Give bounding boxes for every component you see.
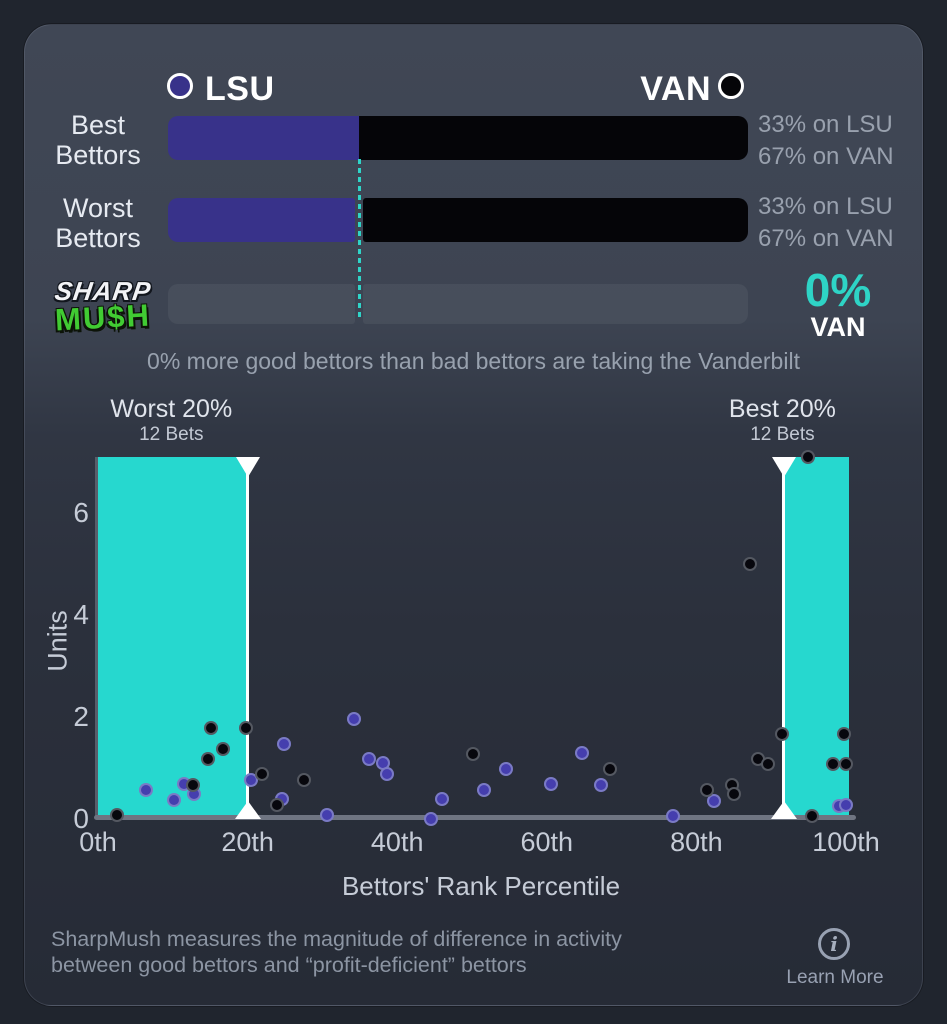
data-point-lsu-9	[361, 751, 376, 766]
data-point-van-0	[109, 807, 124, 822]
bettor-rank-scatter-chart: Units Bettors' Rank Percentile Worst 20%…	[41, 387, 907, 907]
data-point-van-13	[726, 787, 741, 801]
data-point-lsu-14	[476, 782, 491, 797]
x-tick-0th: 0th	[79, 827, 117, 857]
data-point-lsu-18	[594, 777, 609, 792]
data-point-lsu-11	[380, 767, 395, 782]
x-tick-100th: 100th	[812, 827, 880, 857]
data-point-lsu-8	[346, 712, 361, 727]
boundary-bottom-marker-0	[234, 801, 261, 819]
y-tick-2: 2	[73, 701, 89, 732]
data-point-lsu-15	[498, 762, 513, 777]
data-point-van-2	[200, 751, 215, 766]
learn-more-link[interactable]: Learn More	[786, 967, 884, 988]
worst-bettors-label: Worst Bettors	[55, 193, 141, 253]
data-point-van-16	[761, 756, 776, 771]
worst-bettors-stats: 33% on LSU 67% on VAN	[758, 193, 894, 252]
data-point-van-21	[836, 726, 851, 741]
worst-bar-lsu-segment	[168, 198, 355, 242]
best-bettors-label: Best Bettors	[55, 110, 141, 170]
x-axis-line	[94, 815, 856, 820]
van-legend-icon	[718, 73, 744, 99]
data-point-lsu-16	[543, 776, 558, 791]
boundary-line-1	[782, 457, 786, 819]
mush-score-bar	[168, 284, 748, 324]
footer-description: SharpMush measures the magnitude of diff…	[51, 927, 622, 977]
x-axis-title: Bettors' Rank Percentile	[341, 871, 621, 901]
mush-score-value: 0%	[804, 264, 872, 316]
sharpmush-logo-mush: MU$H	[54, 297, 152, 338]
band-subtitle-worst: 12 Bets	[139, 424, 204, 445]
x-tick-80th: 80th	[670, 827, 723, 857]
data-point-van-9	[466, 747, 481, 762]
data-point-lsu-19	[666, 808, 681, 823]
data-point-lsu-0	[138, 782, 153, 797]
data-point-lsu-22	[839, 798, 853, 813]
band-title-best: Best 20%	[728, 395, 836, 423]
data-point-van-10	[603, 762, 618, 777]
data-point-lsu-13	[435, 792, 450, 807]
y-tick-0: 0	[73, 803, 89, 834]
best-bar-van-segment	[359, 116, 748, 160]
y-tick-4: 4	[73, 599, 89, 630]
data-point-lsu-12	[423, 812, 438, 826]
data-point-van-1	[185, 777, 200, 792]
data-point-van-18	[800, 449, 815, 464]
info-icon[interactable]: i	[818, 928, 850, 960]
data-point-lsu-20	[706, 794, 721, 809]
data-point-van-22	[839, 756, 853, 771]
data-point-lsu-7	[319, 807, 334, 822]
best-bar-lsu-segment	[168, 116, 359, 160]
data-point-van-17	[775, 726, 790, 741]
band-title-worst: Worst 20%	[110, 395, 233, 423]
data-point-van-8	[296, 773, 311, 788]
mush-bar-left-segment	[168, 284, 355, 324]
data-point-van-19	[804, 808, 819, 823]
data-point-van-4	[215, 742, 230, 757]
y-tick-6: 6	[73, 497, 89, 528]
lsu-legend-label: LSU	[205, 70, 275, 108]
lsu-legend-icon	[167, 73, 193, 99]
data-point-van-3	[203, 721, 218, 736]
data-point-van-6	[254, 767, 269, 782]
data-point-van-11	[699, 782, 714, 797]
data-point-lsu-17	[574, 746, 589, 761]
mush-score-team: VAN	[810, 312, 866, 342]
boundary-top-marker-1	[771, 457, 796, 477]
boundary-top-marker-0	[235, 457, 260, 477]
van-legend-label: VAN	[640, 70, 711, 108]
highlight-band-worst	[98, 457, 248, 819]
sharpmush-card: LSU VAN Best Bettors 33% on LSU 67% on V…	[24, 24, 923, 1006]
x-tick-20th: 20th	[221, 827, 274, 857]
boundary-bottom-marker-1	[770, 801, 797, 819]
data-point-van-5	[239, 721, 254, 736]
x-tick-60th: 60th	[520, 827, 574, 857]
data-point-van-20	[825, 756, 840, 771]
summary-caption: 0% more good bettors than bad bettors ar…	[147, 348, 800, 374]
data-point-van-7	[269, 798, 284, 813]
data-point-lsu-4	[243, 773, 258, 788]
data-point-van-14	[743, 557, 758, 571]
mush-bar-right-segment	[363, 284, 748, 324]
boundary-line-0	[246, 457, 250, 819]
band-subtitle-best: 12 Bets	[750, 424, 815, 445]
data-point-lsu-1	[167, 793, 182, 808]
best-bettors-stats: 33% on LSU 67% on VAN	[758, 111, 894, 170]
worst-bar-van-segment	[363, 198, 748, 242]
x-tick-40th: 40th	[370, 827, 424, 857]
y-axis-line	[95, 457, 98, 819]
worst-bettors-bar	[168, 198, 748, 242]
data-point-lsu-6	[276, 737, 291, 752]
split-marker-dashed-line	[358, 159, 361, 317]
best-bettors-bar	[168, 116, 748, 160]
